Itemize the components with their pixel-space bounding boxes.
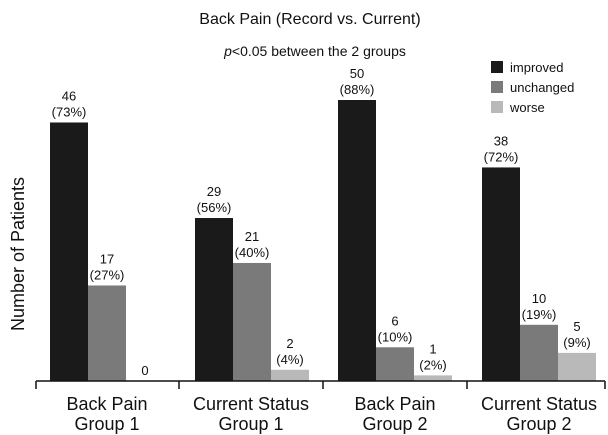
bar-worse-4 — [558, 352, 596, 381]
bars-group — [50, 100, 596, 381]
bar-worse-2 — [271, 369, 309, 381]
bar-improved-2 — [195, 218, 233, 381]
value-label-worse-2: 2 — [286, 336, 293, 351]
percent-label-improved-3: (88%) — [340, 82, 375, 97]
value-label-worse-4: 5 — [573, 319, 580, 334]
category-label-4-line-1: Current Status — [481, 394, 597, 414]
value-label-unchanged-4: 10 — [532, 291, 546, 306]
percent-label-worse-4: (9%) — [563, 335, 590, 350]
percent-label-unchanged-3: (10%) — [378, 329, 413, 344]
category-label-2-line-1: Current Status — [193, 394, 309, 414]
significance-text: <0.05 between the 2 groups — [232, 43, 406, 59]
significance-note: p<0.05 between the 2 groups — [223, 43, 406, 59]
value-label-improved-1: 46 — [62, 88, 76, 103]
category-label-2-line-2: Group 1 — [218, 414, 283, 434]
category-label-1-line-1: Back Pain — [66, 394, 147, 414]
legend-label-improved: improved — [510, 60, 563, 75]
bar-improved-3 — [338, 100, 376, 381]
value-label-improved-4: 38 — [494, 133, 508, 148]
bar-unchanged-4 — [520, 324, 558, 381]
percent-label-improved-1: (73%) — [52, 104, 87, 119]
significance-p: p — [223, 43, 232, 59]
legend-label-worse: worse — [509, 100, 545, 115]
percent-label-unchanged-4: (19%) — [522, 307, 557, 322]
percent-label-improved-4: (72%) — [484, 149, 519, 164]
bar-worse-3 — [414, 375, 452, 381]
percent-label-worse-2: (4%) — [276, 352, 303, 367]
percent-label-worse-3: (2%) — [419, 357, 446, 372]
bar-unchanged-3 — [376, 347, 414, 381]
category-label-1-line-2: Group 1 — [74, 414, 139, 434]
category-label-4-line-2: Group 2 — [506, 414, 571, 434]
value-label-unchanged-1: 17 — [100, 251, 114, 266]
bar-improved-4 — [482, 167, 520, 381]
bar-unchanged-1 — [88, 285, 126, 381]
legend-label-unchanged: unchanged — [510, 80, 574, 95]
percent-label-unchanged-2: (40%) — [235, 245, 270, 260]
percent-label-improved-2: (56%) — [197, 200, 232, 215]
bar-improved-1 — [50, 122, 88, 381]
value-label-worse-1: 0 — [141, 363, 148, 378]
category-label-3-line-1: Back Pain — [354, 394, 435, 414]
legend-swatch-unchanged — [491, 81, 503, 93]
value-label-unchanged-3: 6 — [391, 313, 398, 328]
category-label-3-line-2: Group 2 — [362, 414, 427, 434]
y-axis-label: Number of Patients — [8, 177, 28, 331]
value-labels-group: 46(73%)29(56%)50(88%)38(72%)17(27%)21(40… — [52, 66, 591, 378]
bar-unchanged-2 — [233, 262, 271, 381]
value-label-improved-2: 29 — [207, 184, 221, 199]
legend-swatch-improved — [491, 61, 503, 73]
legend-swatch-worse — [491, 101, 503, 113]
value-label-unchanged-2: 21 — [245, 229, 259, 244]
legend: improved unchanged worse — [491, 60, 574, 115]
chart-title: Back Pain (Record vs. Current) — [199, 11, 420, 28]
percent-label-unchanged-1: (27%) — [90, 267, 125, 282]
value-label-improved-3: 50 — [350, 66, 364, 81]
value-label-worse-3: 1 — [429, 341, 436, 356]
